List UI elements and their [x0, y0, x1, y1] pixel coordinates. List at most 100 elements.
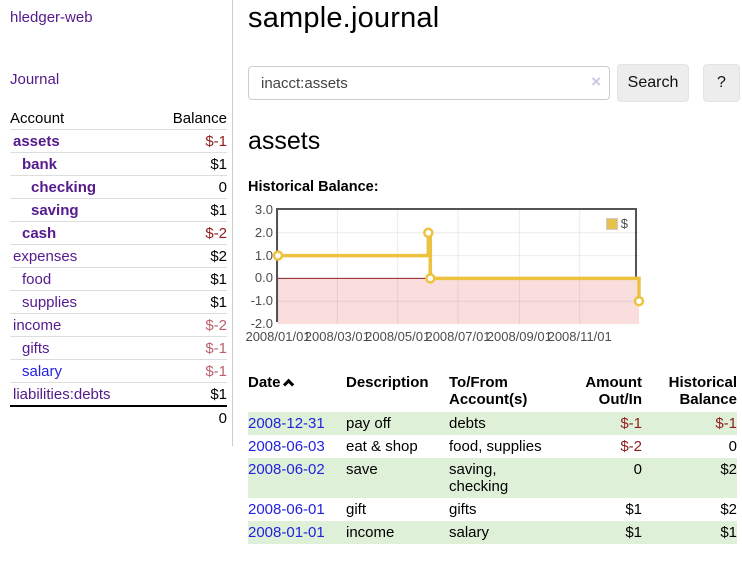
account-balance: $-2: [150, 221, 227, 245]
account-column-header: Account: [10, 107, 151, 130]
account-link[interactable]: income: [13, 316, 62, 334]
transaction-accounts: food, supplies: [449, 438, 542, 455]
transaction-row: 2008-01-01 income salary $1 $1: [248, 521, 737, 544]
transaction-row: 2008-12-31 pay off debts $-1 $-1: [248, 412, 737, 435]
x-axis-tick-label: 2008/01/01: [245, 329, 311, 344]
page: hledger-web Journal Account Balance asse…: [0, 0, 742, 544]
y-axis-tick-label: -1.0: [250, 293, 273, 309]
accounts-total-row: 0: [10, 405, 227, 429]
y-axis-tick-label: 3.0: [254, 202, 273, 217]
accounts-header-row: Account Balance: [10, 107, 227, 130]
data-point[interactable]: [272, 250, 284, 261]
date-column-header[interactable]: Date: [248, 373, 346, 412]
transaction-row: 2008-06-02 save saving, checking 0 $2: [248, 458, 737, 498]
y-axis-tick-label: 1.0: [254, 247, 273, 263]
account-balance: 0: [150, 175, 227, 199]
search-box: ×: [248, 66, 610, 100]
y-axis-tick-label: -2.0: [250, 316, 273, 331]
clear-search-icon[interactable]: ×: [591, 72, 601, 91]
transaction-description: gift: [346, 501, 367, 518]
transaction-accounts: salary: [449, 524, 490, 541]
sidebar-nav: Journal: [10, 71, 227, 88]
y-axis-tick-label: 2.0: [254, 224, 273, 240]
transaction-accounts: debts: [449, 415, 486, 432]
page-title: sample.journal: [248, 2, 440, 34]
chart-svg: [272, 210, 645, 324]
transaction-date-link[interactable]: 2008-06-01: [248, 501, 325, 518]
x-axis-tick-label: 2008/11/01: [547, 329, 612, 344]
transaction-date-link[interactable]: 2008-06-03: [248, 438, 325, 455]
negative-region: [278, 278, 639, 324]
legend-swatch-icon: [605, 217, 618, 230]
account-link[interactable]: expenses: [13, 247, 78, 265]
account-balance: $-2: [150, 313, 227, 337]
app-title: hledger-web: [10, 9, 227, 26]
account-balance: $-1: [150, 336, 227, 360]
help-button[interactable]: ?: [703, 64, 740, 102]
account-link[interactable]: bank: [22, 155, 58, 173]
transaction-balance: $2: [720, 461, 737, 478]
account-balance: $1: [150, 152, 227, 176]
x-axis-tick-label: 2008/03/01: [304, 329, 370, 344]
register-table: Date Description To/From Account(s) Amou…: [248, 373, 737, 544]
app-title-link[interactable]: hledger-web: [10, 9, 93, 26]
transaction-date-link[interactable]: 2008-01-01: [248, 524, 325, 541]
account-balance: $-1: [150, 359, 227, 383]
balance-column-header-register: Historical Balance: [668, 374, 737, 408]
account-row: assets $-1: [10, 129, 227, 153]
search-row: × Search ?: [248, 64, 740, 102]
account-row: salary $-1: [10, 359, 227, 383]
transaction-row: 2008-06-01 gift gifts $1 $2: [248, 498, 737, 521]
transaction-amount: $-2: [620, 438, 642, 455]
transaction-amount: $1: [625, 501, 642, 518]
data-point[interactable]: [633, 295, 645, 307]
sidebar: hledger-web Journal Account Balance asse…: [0, 0, 233, 446]
account-link[interactable]: cash: [22, 224, 57, 242]
account-link[interactable]: checking: [31, 178, 97, 196]
account-link[interactable]: saving: [31, 201, 79, 219]
accounts-tbody: assets $-1 bank $1 checking 0 saving $1 cash $-2 e…: [10, 129, 227, 407]
chart-plot-area[interactable]: $: [272, 208, 645, 324]
description-column-header: Description: [346, 374, 429, 391]
account-link[interactable]: gifts: [22, 339, 50, 357]
accounts-column-header: To/From Account(s): [449, 374, 528, 408]
account-row: cash $-2: [10, 221, 227, 245]
account-link[interactable]: salary: [22, 362, 63, 380]
chart: $ 3.0 2.0 1.0 0.0 -1.0 -2.0 2008/01/01 2008/03/…: [245, 202, 740, 350]
account-row: food $1: [10, 267, 227, 291]
search-button[interactable]: Search: [617, 64, 689, 102]
transaction-balance: $1: [720, 524, 737, 541]
transaction-amount: 0: [633, 461, 642, 478]
account-balance: $1: [150, 198, 227, 222]
account-row: income $-2: [10, 313, 227, 337]
account-row: checking 0: [10, 175, 227, 199]
accounts-table: Account Balance assets $-1 bank $1 checking 0…: [10, 107, 227, 429]
account-link[interactable]: assets: [13, 132, 60, 150]
account-link[interactable]: liabilities:debts: [13, 385, 111, 403]
account-heading: assets: [248, 127, 321, 155]
transaction-date-link[interactable]: 2008-12-31: [248, 415, 325, 432]
register-tbody: 2008-12-31 pay off debts $-1 $-1 2008-06-03 ea…: [248, 412, 737, 544]
sort-asc-icon: [282, 378, 294, 391]
search-input[interactable]: [248, 66, 610, 100]
x-axis-tick-label: 2008/07/01: [425, 329, 491, 344]
y-axis-tick-label: 0.0: [254, 270, 273, 286]
transaction-date-link[interactable]: 2008-06-02: [248, 461, 325, 478]
data-point[interactable]: [423, 227, 434, 239]
legend-label: $: [620, 216, 628, 231]
x-axis-tick-label: 2008/09/01: [486, 329, 552, 344]
transaction-description: save: [346, 461, 378, 478]
account-link[interactable]: food: [22, 270, 52, 288]
account-link[interactable]: supplies: [22, 293, 78, 311]
register-header-row: Date Description To/From Account(s) Amou…: [248, 373, 737, 412]
x-axis-tick-label: 2008/05/01: [365, 329, 431, 344]
transaction-balance: $-1: [715, 415, 737, 432]
main-content: sample.journal × Search ? assets Histori…: [233, 0, 742, 544]
transaction-balance: $2: [720, 501, 737, 518]
journal-link[interactable]: Journal: [10, 71, 60, 88]
data-point[interactable]: [425, 273, 436, 284]
account-row: expenses $2: [10, 244, 227, 268]
transaction-description: eat & shop: [346, 438, 418, 455]
transaction-accounts: saving, checking: [449, 461, 509, 495]
transaction-balance: 0: [728, 438, 737, 455]
